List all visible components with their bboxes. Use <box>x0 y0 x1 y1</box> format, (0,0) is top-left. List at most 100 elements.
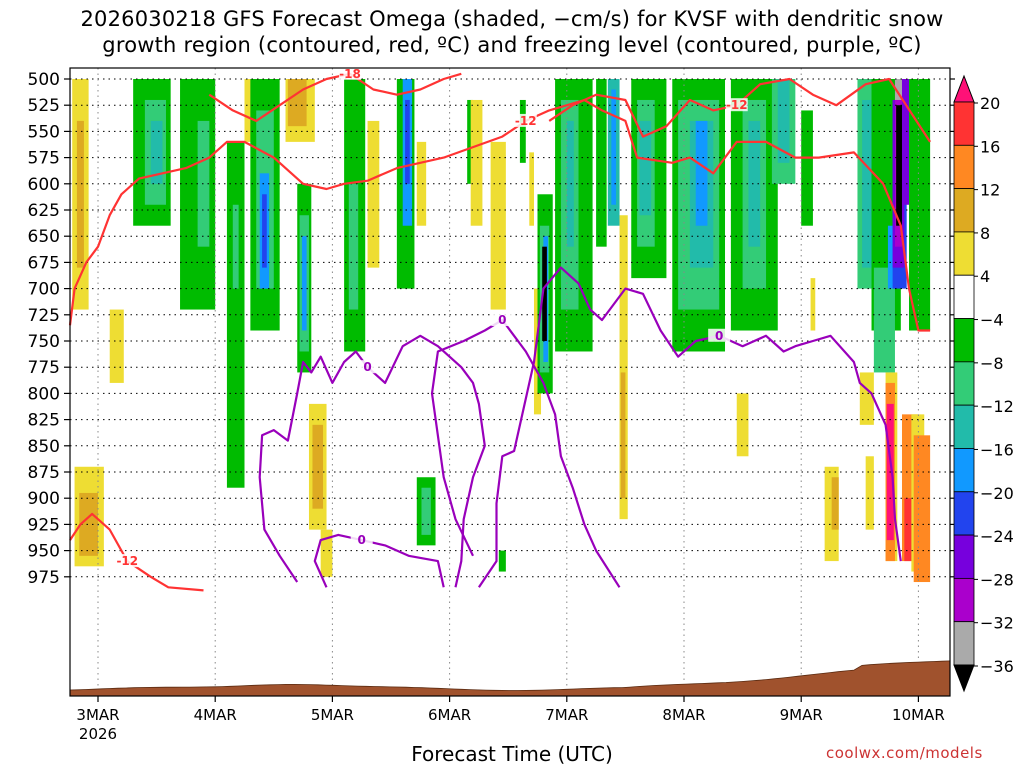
omega-cell <box>736 393 749 457</box>
colorbar-swatch <box>953 621 975 666</box>
omega-cell <box>467 99 474 184</box>
y-tick-label: 675 <box>28 253 60 273</box>
colorbar-label: −32 <box>980 614 1014 633</box>
x-axis-title: Forecast Time (UTC) <box>411 742 613 766</box>
omega-cell <box>76 120 84 268</box>
omega-cell <box>498 550 506 572</box>
omega-cell <box>831 477 839 530</box>
y-tick-label: 725 <box>28 306 60 326</box>
omega-cell <box>865 456 874 530</box>
omega-cell <box>470 99 483 226</box>
contour-label-bg <box>350 533 373 547</box>
colorbar-swatch <box>953 231 975 276</box>
omega-cell <box>810 278 816 331</box>
omega-cell <box>232 204 239 289</box>
contour-line <box>68 98 931 332</box>
x-tick-label: 8MAR <box>662 706 705 724</box>
omega-cell <box>519 99 526 163</box>
colorbar-label: −12 <box>980 397 1014 416</box>
pressure-grid <box>70 68 950 696</box>
x-tick-label: 3MAR <box>76 706 119 724</box>
y-tick-label: 750 <box>28 332 60 352</box>
omega-cell <box>421 487 431 535</box>
omega-cell <box>619 215 628 520</box>
contour-label: -12 <box>515 114 537 128</box>
colorbar-label: −8 <box>980 354 1004 373</box>
contour-line <box>477 266 902 588</box>
credit-text: coolwx.com/models <box>826 744 983 762</box>
omega-cell <box>529 152 534 226</box>
y-tick-label: 550 <box>28 122 60 142</box>
omega-cell <box>301 236 307 331</box>
colorbar-label: −36 <box>980 657 1014 676</box>
omega-cell <box>320 529 333 577</box>
omega-cell <box>913 435 931 583</box>
omega-cell <box>109 309 124 383</box>
x-axis: 3MAR 4MAR 5MAR 6MAR 7MAR 8MAR 9MAR 10MAR 2026 <box>76 696 945 743</box>
colorbar-swatch <box>953 144 975 190</box>
contour-line <box>208 72 462 123</box>
y-tick-label: 650 <box>28 227 60 247</box>
omega-cell <box>367 120 380 268</box>
omega-cell <box>566 120 574 247</box>
contour-label-bg <box>116 554 139 568</box>
x-tick-label: 10MAR <box>892 706 945 724</box>
omega-cell <box>894 79 902 100</box>
y-tick-label: 850 <box>28 437 60 457</box>
terrain <box>69 660 951 697</box>
colorbar-label: 20 <box>980 94 1000 113</box>
omega-cell <box>542 246 547 341</box>
colorbar: 20 16 12 8 4 −4 −8 −12 −16 −20 −24 −28 −32 −36 <box>953 74 1014 693</box>
y-tick-label: 875 <box>28 463 60 483</box>
colorbar-label: −28 <box>980 570 1014 589</box>
omega-shading <box>72 79 931 583</box>
omega-cell <box>79 492 98 556</box>
contour-label-bg <box>708 328 731 342</box>
contour-label: 0 <box>363 360 371 374</box>
colorbar-label: −24 <box>980 527 1014 546</box>
y-tick-label: 950 <box>28 542 60 562</box>
colorbar-swatch <box>953 491 975 536</box>
omega-cell <box>748 120 761 247</box>
colorbar-swatch <box>953 534 975 579</box>
omega-cell <box>695 120 708 226</box>
colorbar-swatch <box>953 361 975 406</box>
y-tick-label: 575 <box>28 149 60 169</box>
omega-cell <box>801 110 813 226</box>
y-tick-label: 525 <box>28 96 60 116</box>
freezing-level-contours: 0 0 0 0 <box>258 266 902 588</box>
contour-label-bg <box>338 66 361 80</box>
x-tick-label: 6MAR <box>428 706 471 724</box>
omega-cell <box>348 183 359 310</box>
y-tick-label: 700 <box>28 280 60 300</box>
plot-frame <box>69 67 951 697</box>
colorbar-swatch <box>953 448 975 493</box>
omega-cell <box>312 424 324 509</box>
contour-label: 0 <box>715 329 723 343</box>
colorbar-label: 4 <box>980 267 990 286</box>
x-tick-label: 9MAR <box>780 706 823 724</box>
omega-cell <box>620 372 626 499</box>
omega-cell <box>777 79 790 163</box>
contour-label: 0 <box>358 533 366 547</box>
contour-label: 0 <box>498 313 506 327</box>
colorbar-label: 16 <box>980 137 1000 156</box>
omega-cell <box>896 105 902 226</box>
contour-label-bg <box>491 313 514 327</box>
x-tick-label: 5MAR <box>311 706 354 724</box>
contour-label: -12 <box>726 98 748 112</box>
x-tick-label: 4MAR <box>194 706 237 724</box>
omega-cell <box>596 79 607 247</box>
colorbar-label: −4 <box>980 311 1004 330</box>
contour-label: -18 <box>339 67 361 81</box>
omega-cell <box>150 120 163 184</box>
omega-cell <box>859 372 874 425</box>
y-tick-label: 600 <box>28 175 60 195</box>
colorbar-top-arrow <box>953 74 975 103</box>
y-tick-label: 925 <box>28 515 60 535</box>
contour-label-bg <box>725 98 748 112</box>
contour-label-bg <box>514 113 537 127</box>
x-year-label: 2026 <box>79 725 117 743</box>
terrain-fill <box>69 660 951 697</box>
